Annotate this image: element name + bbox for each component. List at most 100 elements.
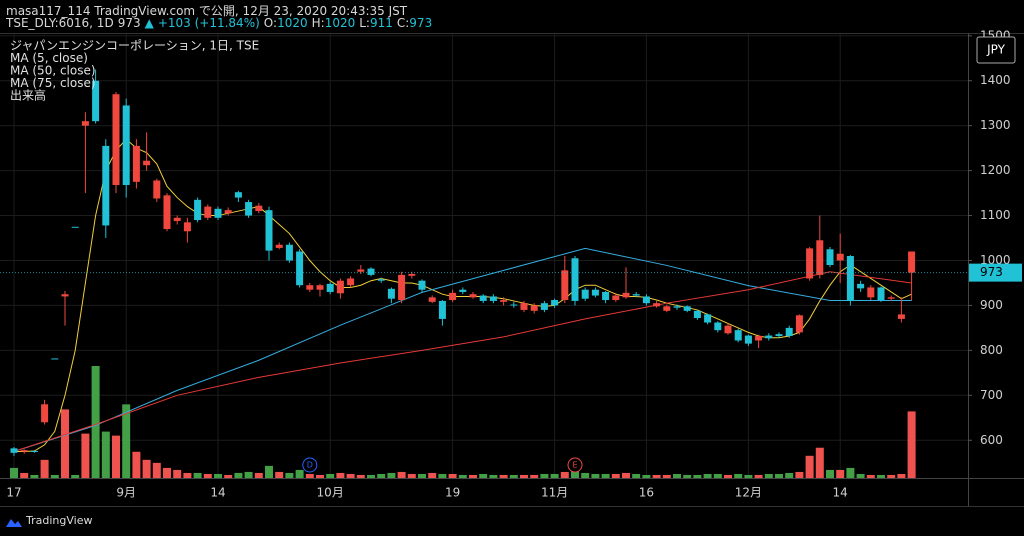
candle-body xyxy=(683,306,691,311)
quote-line: TSE_DLY:6016, 1D 973 ▲ +103 (+11.84%) O:… xyxy=(6,16,432,30)
volume-bar xyxy=(163,467,171,478)
volume-bar xyxy=(20,472,29,478)
ohlc-value: 973 xyxy=(409,16,433,30)
x-tick-label: 14 xyxy=(210,486,225,500)
ohlc-label: C: xyxy=(396,16,410,30)
volume-bar xyxy=(61,409,69,478)
y-tick-label: 1300 xyxy=(980,118,1011,132)
candle-body xyxy=(857,283,865,289)
candle-body xyxy=(642,296,650,304)
volume-bar xyxy=(673,473,681,478)
volume-bar xyxy=(499,474,508,478)
volume-bar xyxy=(815,447,824,478)
candle-body xyxy=(183,222,191,232)
candle-body xyxy=(673,306,681,308)
candle-body xyxy=(867,287,875,298)
candle-body xyxy=(357,269,365,272)
ohlc-label: L: xyxy=(359,16,370,30)
volume-bar xyxy=(601,473,610,478)
candle-body xyxy=(336,280,344,294)
event-marker xyxy=(567,457,583,473)
price-tag-label: 973 xyxy=(980,265,1003,279)
candle-body xyxy=(459,289,467,292)
legend-entry: MA (50, close) xyxy=(10,64,96,78)
candle-body xyxy=(387,288,395,299)
volume-bar xyxy=(377,473,386,478)
change: +103 (+11.84%) xyxy=(157,16,260,30)
candle-body xyxy=(163,195,171,230)
candle-body xyxy=(897,314,905,319)
candle-body xyxy=(153,180,161,199)
candle-body xyxy=(704,314,712,323)
candle-body xyxy=(30,451,38,453)
candle-body xyxy=(663,306,671,311)
candle-body xyxy=(102,145,110,226)
moving-average-line xyxy=(14,138,912,452)
candle-body xyxy=(785,327,793,336)
y-tick-label: 1000 xyxy=(980,253,1011,267)
volume-bar xyxy=(367,474,375,478)
volume-bar xyxy=(836,469,845,478)
volume-bar xyxy=(40,459,49,478)
candle-body xyxy=(826,249,834,265)
volume-bar xyxy=(428,472,437,478)
candle-body xyxy=(367,268,375,275)
volume-bar xyxy=(326,473,335,478)
volume-bar xyxy=(438,473,447,478)
candle-body xyxy=(194,199,202,221)
volume-bar xyxy=(295,469,304,478)
candle-body xyxy=(612,295,620,301)
volume-bar xyxy=(234,472,243,478)
candle-body xyxy=(693,310,701,319)
candle-body xyxy=(377,279,385,281)
candle-body xyxy=(275,244,283,248)
currency-box xyxy=(976,36,1016,64)
volume-bar xyxy=(91,366,100,478)
candle-body xyxy=(265,210,273,251)
candle-body xyxy=(20,450,28,452)
candle-body xyxy=(806,248,814,279)
legend-entry: MA (5, close) xyxy=(10,51,88,65)
candle-body xyxy=(51,358,59,360)
volume-bar xyxy=(224,474,233,478)
volume-bar xyxy=(581,472,590,478)
volume-bar xyxy=(683,474,692,478)
ohlc-value: 1020 xyxy=(324,16,356,30)
y-tick-label: 900 xyxy=(980,298,1003,312)
candle-body xyxy=(775,334,783,336)
candle-body xyxy=(398,274,406,301)
candle-body xyxy=(214,208,222,218)
volume-bar xyxy=(397,471,406,478)
candle-body xyxy=(255,205,263,212)
volume-bar xyxy=(356,474,365,478)
x-tick-label: 19 xyxy=(445,486,460,500)
event-label: E xyxy=(572,461,577,470)
candle-body xyxy=(449,292,457,301)
candle-body xyxy=(540,303,548,310)
candle-body xyxy=(561,270,569,301)
volume-bar xyxy=(877,474,885,478)
volume-bar xyxy=(734,473,743,478)
x-tick-label: 14 xyxy=(833,486,848,500)
volume-bar xyxy=(509,474,518,478)
x-tick-label: 11月 xyxy=(541,486,568,500)
volume-bar xyxy=(316,474,324,478)
volume-bar xyxy=(122,404,131,478)
event-marker xyxy=(302,457,318,473)
candle-body xyxy=(510,304,518,306)
volume-bar xyxy=(591,473,600,478)
candle-body xyxy=(765,335,773,339)
volume-bar xyxy=(305,473,314,478)
separator xyxy=(0,33,1024,34)
moving-average-line xyxy=(13,271,912,452)
volume-bar xyxy=(907,411,916,478)
candle-body xyxy=(204,206,212,218)
candle-body xyxy=(41,404,49,423)
candle-body xyxy=(408,273,416,276)
volume-bar xyxy=(81,433,90,478)
candle-body xyxy=(551,300,559,306)
volume-bar xyxy=(112,435,120,478)
candle-body xyxy=(571,258,579,301)
separator xyxy=(0,506,1024,507)
